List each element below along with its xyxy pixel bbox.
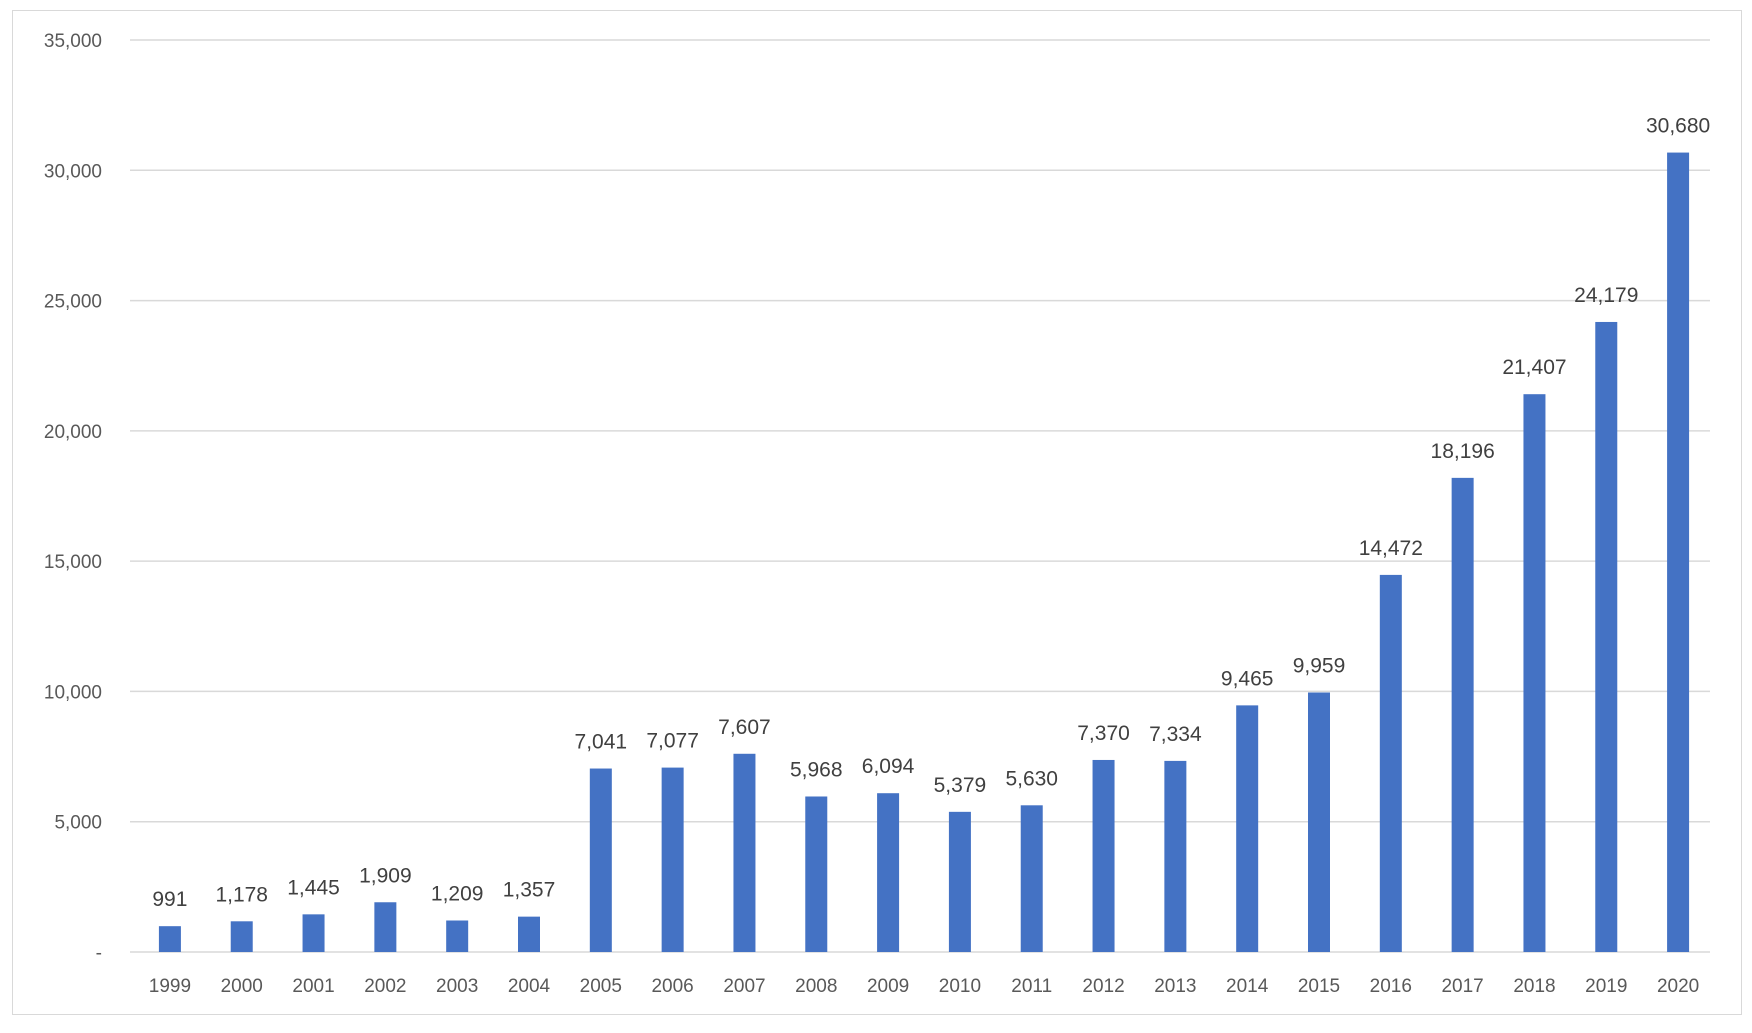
x-tick-label: 2013 [1154,976,1196,997]
data-label: 7,041 [575,731,628,754]
data-label: 6,094 [862,755,915,778]
data-label: 7,370 [1077,722,1130,745]
bar [1379,574,1402,952]
x-tick-label: 2003 [436,976,478,997]
y-tick-label: 30,000 [44,161,102,182]
bar [1451,477,1474,952]
data-label: 14,472 [1359,537,1423,560]
bar [1164,760,1187,952]
x-tick-label: 1999 [149,976,191,997]
bar [230,921,253,952]
data-label: 1,445 [287,876,340,899]
bar [589,768,612,952]
bar [1020,805,1043,952]
x-tick-label: 2005 [580,976,622,997]
y-tick-label: 10,000 [44,682,102,703]
y-tick-label: 20,000 [44,422,102,443]
data-label: 1,209 [431,882,484,905]
data-label: 5,379 [934,774,987,797]
y-tick-label: - [96,943,102,964]
bar [1595,321,1618,952]
bars [158,152,1690,953]
data-label: 7,077 [646,730,699,753]
bar [1236,705,1259,952]
x-tick-label: 2006 [651,976,693,997]
bar [374,902,397,952]
x-tick-label: 2018 [1513,976,1555,997]
data-label: 1,909 [359,864,412,887]
bar [446,920,469,952]
y-axis-ticks: - 5,000 10,000 15,000 20,000 25,000 30,000 35,0… [44,31,102,964]
x-tick-label: 2000 [221,976,263,997]
bar [1523,394,1546,953]
bar [805,796,828,952]
data-label: 9,959 [1293,654,1346,677]
data-label: 24,179 [1574,284,1638,307]
x-tick-label: 2015 [1298,976,1340,997]
bar [302,914,325,952]
x-tick-label: 2004 [508,976,551,997]
x-tick-label: 2009 [867,976,909,997]
x-tick-label: 2002 [364,976,406,997]
bar [877,793,900,952]
data-label: 21,407 [1502,356,1566,379]
y-tick-label: 15,000 [44,552,102,573]
x-axis-ticks: 1999 2000 2001 2002 2003 2004 2005 2006 2007 2008… [149,976,1699,997]
x-tick-label: 2016 [1370,976,1412,997]
x-tick-label: 2014 [1226,976,1269,997]
data-label: 18,196 [1431,440,1495,463]
x-tick-label: 2017 [1441,976,1483,997]
x-tick-label: 2020 [1657,976,1699,997]
data-label: 7,334 [1149,723,1202,746]
y-tick-label: 35,000 [44,31,102,52]
data-label: 9,465 [1221,667,1274,690]
bar [733,753,756,952]
x-tick-label: 2019 [1585,976,1627,997]
data-label: 5,630 [1005,767,1058,790]
x-tick-label: 2007 [723,976,765,997]
data-label: 1,178 [215,883,268,906]
bar [1667,152,1690,952]
data-label: 7,607 [718,716,771,739]
data-label: 30,680 [1646,115,1710,138]
y-tick-label: 25,000 [44,292,102,313]
bar [1092,759,1115,952]
data-label: 991 [152,888,187,911]
bar [158,926,181,952]
x-tick-label: 2012 [1082,976,1124,997]
data-label: 1,357 [503,879,556,902]
bar [518,916,540,952]
data-labels: 991 1,178 1,445 1,909 1,209 1,357 7,041 7,077 7,… [152,115,1710,912]
bar [661,767,684,952]
y-tick-label: 5,000 [54,813,102,834]
bar [1308,692,1330,952]
x-tick-label: 2011 [1011,976,1052,997]
bar [948,811,971,952]
x-tick-label: 2008 [795,976,837,997]
x-tick-label: 2010 [939,976,981,997]
data-label: 5,968 [790,758,843,781]
x-tick-label: 2001 [292,976,334,997]
